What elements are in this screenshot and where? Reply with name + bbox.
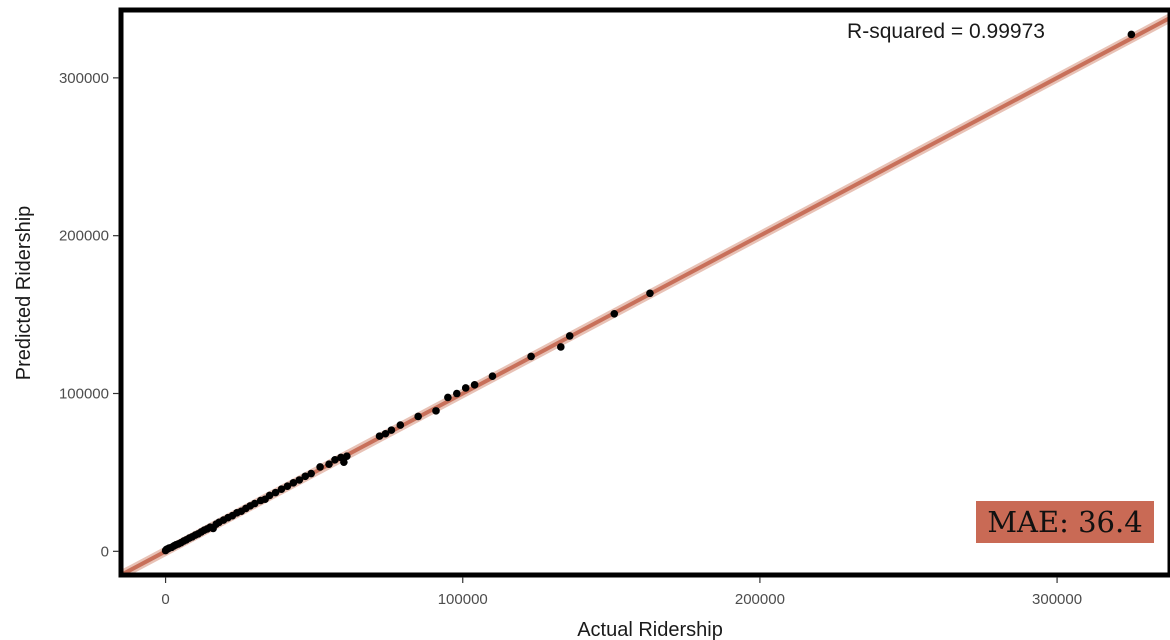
data-point: [265, 491, 274, 500]
data-point: [307, 469, 315, 478]
data-point: [565, 332, 574, 340]
data-point: [331, 455, 339, 464]
data-point: [470, 381, 479, 389]
data-point: [250, 499, 259, 508]
x-tick-label: 0: [161, 591, 169, 608]
y-axis: 0 100000 200000 300000: [59, 70, 119, 560]
y-tick-label: 100000: [59, 386, 109, 403]
data-point: [646, 289, 654, 298]
mae-badge: MAE: 36.4: [976, 501, 1154, 543]
data-point: [271, 488, 280, 497]
data-point: [488, 372, 497, 380]
r-squared-annotation: R-squared = 0.99973: [847, 20, 1045, 43]
data-point: [295, 476, 304, 484]
data-point: [396, 421, 405, 429]
x-tick-label: 100000: [438, 591, 488, 608]
data-point: [301, 472, 310, 481]
x-tick-label: 300000: [1032, 591, 1082, 608]
data-point: [340, 458, 348, 466]
data-point: [283, 482, 292, 490]
data-point: [527, 352, 535, 361]
data-point: [289, 479, 298, 487]
data-point: [343, 452, 351, 460]
x-axis-title: Actual Ridership: [577, 619, 723, 640]
y-tick-label: 300000: [59, 70, 109, 87]
data-point: [316, 463, 324, 471]
points-group: [161, 30, 1136, 555]
data-point: [387, 426, 396, 434]
data-point: [432, 407, 440, 415]
data-point: [381, 429, 390, 438]
x-tick-label: 200000: [735, 591, 785, 608]
data-point: [1127, 30, 1136, 39]
data-point: [325, 460, 333, 469]
data-point: [610, 310, 619, 318]
y-tick-label: 200000: [59, 228, 109, 245]
plot-frame: [118, 7, 1170, 578]
data-point: [557, 343, 565, 351]
data-point: [375, 432, 384, 440]
x-axis: 0 100000 200000 300000: [161, 577, 1082, 608]
data-point: [461, 384, 470, 392]
y-axis-title: Predicted Ridership: [13, 206, 35, 381]
data-point: [414, 412, 422, 421]
data-point: [452, 389, 461, 398]
data-point: [444, 393, 452, 402]
data-point: [277, 485, 286, 493]
y-tick-label: 0: [101, 543, 109, 560]
